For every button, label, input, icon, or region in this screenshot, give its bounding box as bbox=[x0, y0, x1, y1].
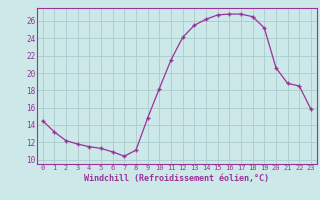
X-axis label: Windchill (Refroidissement éolien,°C): Windchill (Refroidissement éolien,°C) bbox=[84, 174, 269, 183]
